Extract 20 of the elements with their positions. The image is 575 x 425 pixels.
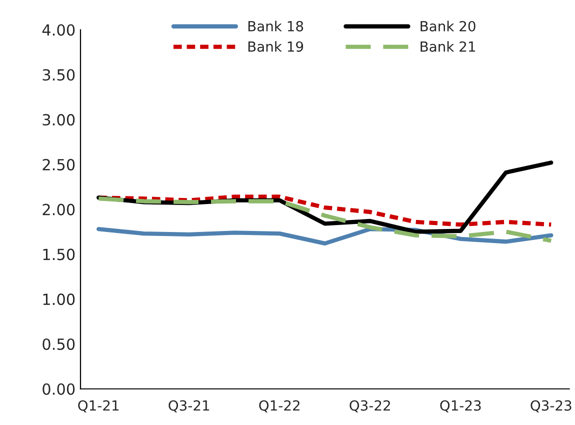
x-tick-label: Q3-22 [350, 400, 390, 412]
y-tick-label: 3.00 [42, 114, 75, 126]
y-tick-label: 4.00 [42, 24, 75, 36]
x-tick-label: Q1-22 [259, 400, 300, 412]
line-series [96, 196, 554, 243]
legend-label: Bank 18 [248, 20, 304, 32]
legend-label: Bank 20 [420, 20, 476, 32]
y-tick-label: 2.50 [42, 158, 75, 170]
x-tick-label: Q3-23 [530, 400, 572, 412]
y-tick-label: 0.50 [42, 338, 75, 350]
y-tick-label: 1.00 [43, 294, 75, 306]
y-tick-label: 0.00 [42, 383, 75, 395]
legend-label: Bank 21 [420, 41, 476, 52]
x-tick-label: Q1-23 [440, 400, 481, 412]
y-tick-label: 2.00 [42, 204, 75, 216]
x-tick-label: Q1-21 [78, 400, 119, 412]
legend-label: Bank 19 [248, 41, 304, 52]
x-tick-label: Q3-21 [168, 400, 210, 412]
y-tick-label: 1.50 [43, 248, 75, 260]
y-tick-label: 3.50 [42, 69, 75, 81]
